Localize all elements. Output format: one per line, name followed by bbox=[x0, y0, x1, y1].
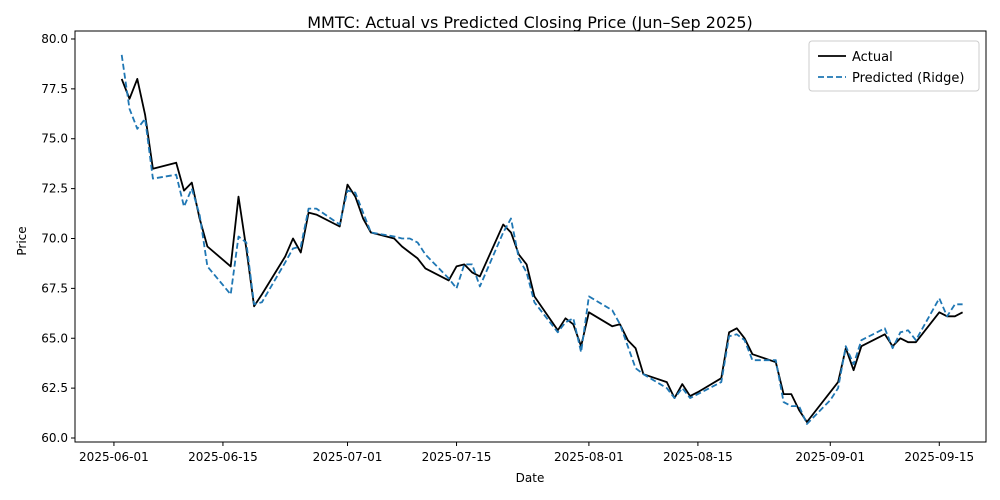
legend: Actual Predicted (Ridge) bbox=[808, 40, 980, 92]
y-tick-label: 77.5 bbox=[41, 82, 68, 96]
legend-actual-label: Actual bbox=[852, 50, 893, 65]
x-tick-label: 2025-07-01 bbox=[313, 450, 383, 464]
y-tick-label: 60.0 bbox=[41, 431, 68, 445]
y-tick-label: 65.0 bbox=[41, 331, 68, 345]
chart-title: MMTC: Actual vs Predicted Closing Price … bbox=[307, 13, 753, 32]
y-axis-label: Price bbox=[15, 226, 29, 255]
x-tick-label: 2025-08-01 bbox=[554, 450, 624, 464]
y-tick-label: 70.0 bbox=[41, 231, 68, 245]
y-tick-label: 80.0 bbox=[41, 32, 68, 46]
series-actual-line bbox=[120, 78, 964, 423]
x-tick-label: 2025-06-01 bbox=[79, 450, 149, 464]
x-tick-label: 2025-06-15 bbox=[188, 450, 258, 464]
y-tick-label: 75.0 bbox=[41, 132, 68, 146]
y-tick-label: 67.5 bbox=[41, 281, 68, 295]
x-axis-label: Date bbox=[516, 471, 545, 485]
x-tick-label: 2025-09-01 bbox=[795, 450, 865, 464]
y-axis: 60.0 62.5 65.0 67.5 70.0 72.5 75.0 77.5 80.0 bbox=[41, 32, 75, 445]
y-tick-label: 62.5 bbox=[41, 381, 68, 395]
y-tick-label: 72.5 bbox=[41, 182, 68, 196]
plot-area bbox=[74, 30, 987, 443]
x-tick-label: 2025-08-15 bbox=[663, 450, 733, 464]
legend-box bbox=[808, 40, 980, 92]
legend-predicted-label: Predicted (Ridge) bbox=[852, 71, 964, 86]
x-tick-label: 2025-09-15 bbox=[904, 450, 974, 464]
series-predicted-line bbox=[120, 54, 963, 425]
series-layer bbox=[120, 54, 964, 425]
x-axis: 2025-06-01 2025-06-15 2025-07-01 2025-07-15… bbox=[79, 442, 974, 464]
x-tick-label: 2025-07-15 bbox=[422, 450, 492, 464]
